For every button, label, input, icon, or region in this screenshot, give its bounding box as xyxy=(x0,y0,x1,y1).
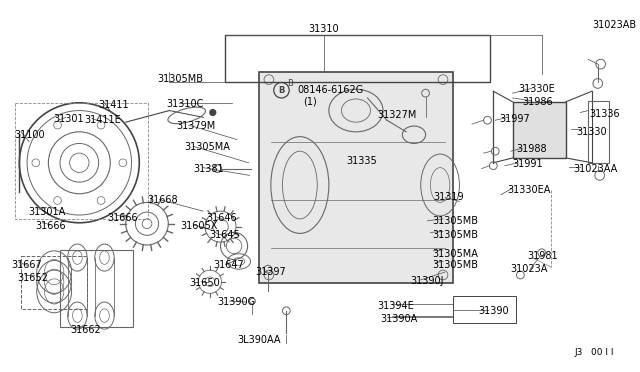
Text: 31330E: 31330E xyxy=(518,84,555,94)
Bar xyxy=(225,35,490,81)
Text: (1): (1) xyxy=(303,96,317,106)
Circle shape xyxy=(210,110,216,115)
Text: 31305MB: 31305MB xyxy=(433,260,478,270)
Text: 31379M: 31379M xyxy=(176,121,215,131)
Text: 31662: 31662 xyxy=(70,325,101,335)
Text: 3L390AA: 3L390AA xyxy=(237,335,281,345)
Text: 31646: 31646 xyxy=(206,213,237,223)
Text: 31023AA: 31023AA xyxy=(573,164,618,174)
Text: 31305MB: 31305MB xyxy=(157,74,204,84)
Text: 31381: 31381 xyxy=(193,164,224,174)
Text: 31667: 31667 xyxy=(12,260,42,270)
Text: 31411E: 31411E xyxy=(84,115,121,125)
Text: 31390A: 31390A xyxy=(380,314,417,324)
Text: B: B xyxy=(287,79,293,88)
Text: 31647: 31647 xyxy=(214,260,244,270)
Text: 31301: 31301 xyxy=(53,115,84,124)
Text: 31390G: 31390G xyxy=(218,297,256,307)
Text: 31645: 31645 xyxy=(209,231,239,240)
Text: 31394E: 31394E xyxy=(377,301,414,311)
Text: 31390: 31390 xyxy=(479,306,509,316)
Text: B: B xyxy=(278,86,285,95)
Text: 31997: 31997 xyxy=(499,115,530,124)
Text: 31652: 31652 xyxy=(17,273,48,283)
Text: 31305MB: 31305MB xyxy=(433,230,478,240)
Text: 31986: 31986 xyxy=(522,97,553,107)
Text: 31397: 31397 xyxy=(255,267,286,277)
Text: 31666: 31666 xyxy=(108,213,138,223)
Text: 31023A: 31023A xyxy=(511,264,548,274)
Text: 31336: 31336 xyxy=(589,109,620,119)
Text: 31390J: 31390J xyxy=(410,276,444,286)
Text: 31981: 31981 xyxy=(527,251,558,261)
Text: 31310: 31310 xyxy=(308,23,339,33)
Text: 31411: 31411 xyxy=(99,100,129,110)
Text: 08146-6162G: 08146-6162G xyxy=(297,86,363,95)
Text: 31301A: 31301A xyxy=(28,207,65,217)
Text: 31305MA: 31305MA xyxy=(185,142,230,153)
Bar xyxy=(588,101,609,163)
Bar xyxy=(15,103,148,219)
Text: 31330: 31330 xyxy=(577,127,607,137)
Text: 31327M: 31327M xyxy=(377,110,417,119)
Text: 31335: 31335 xyxy=(346,156,377,166)
Text: 31305MB: 31305MB xyxy=(433,216,478,226)
Bar xyxy=(60,250,132,327)
Text: 31605X: 31605X xyxy=(180,221,218,231)
Text: 31668: 31668 xyxy=(147,195,178,205)
Text: 31319: 31319 xyxy=(433,192,464,202)
Text: 31666: 31666 xyxy=(35,221,65,231)
Text: 31100: 31100 xyxy=(15,130,45,140)
Text: 31650: 31650 xyxy=(189,278,220,288)
Bar xyxy=(452,296,516,323)
Bar xyxy=(21,256,87,309)
Text: 31023AB: 31023AB xyxy=(592,20,636,30)
Bar xyxy=(259,72,452,283)
Text: J3   00 I I: J3 00 I I xyxy=(575,349,614,357)
Bar xyxy=(513,102,566,158)
Text: 31310C: 31310C xyxy=(166,99,204,109)
Text: 31991: 31991 xyxy=(513,159,543,169)
Text: 31988: 31988 xyxy=(516,144,547,154)
Text: 31305MA: 31305MA xyxy=(433,249,478,259)
Text: 31330EA: 31330EA xyxy=(507,185,550,195)
